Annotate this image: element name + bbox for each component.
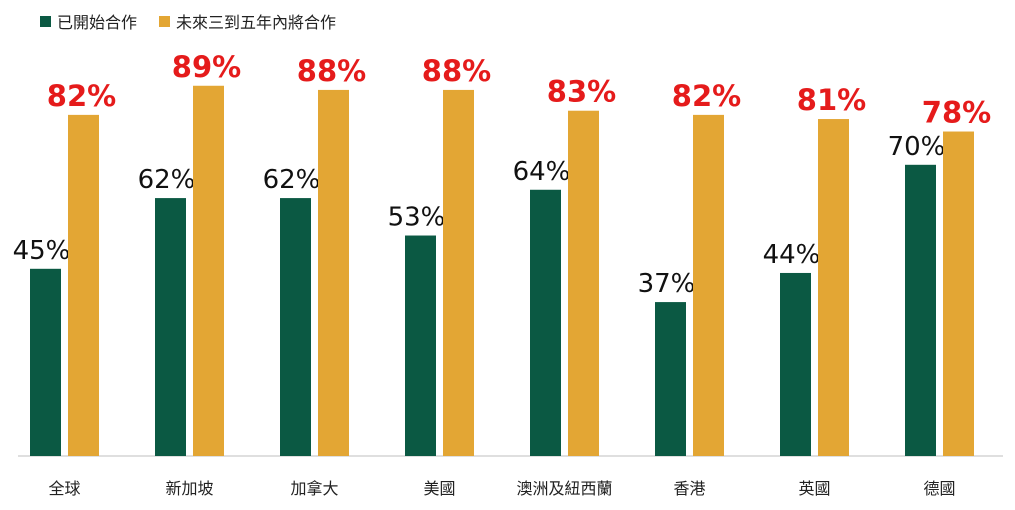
bar-started-5 [655, 302, 686, 456]
data-label-future-1: 89% [172, 50, 241, 84]
bar-started-4 [530, 189, 561, 456]
legend-item-started: 已開始合作 [40, 9, 137, 33]
data-label-started-0: 45% [13, 236, 71, 266]
data-label-future-7: 78% [922, 96, 991, 130]
category-label-2: 加拿大 [290, 479, 338, 498]
data-label-started-1: 62% [138, 165, 196, 195]
bar-future-6 [818, 119, 849, 456]
category-label-1: 新加坡 [165, 479, 213, 498]
data-label-started-3: 53% [388, 203, 446, 233]
data-label-started-4: 64% [513, 157, 571, 187]
category-label-0: 全球 [48, 479, 80, 498]
bar-started-0 [30, 268, 61, 456]
bar-future-3 [443, 89, 474, 457]
bar-future-1 [193, 85, 224, 456]
data-label-started-7: 70% [888, 132, 946, 162]
data-label-future-2: 88% [297, 54, 366, 88]
category-label-6: 英國 [798, 479, 830, 498]
bar-started-1 [155, 198, 186, 456]
category-label-3: 美國 [423, 479, 455, 498]
legend-label-started: 已開始合作 [57, 13, 138, 32]
bar-started-7 [905, 164, 936, 457]
bar-future-4 [568, 110, 599, 456]
bar-started-2 [280, 198, 311, 456]
bar-future-7 [943, 131, 974, 456]
bar-future-2 [318, 89, 349, 457]
legend-label-future: 未來三到五年內將合作 [176, 13, 337, 32]
bar-started-3 [405, 235, 436, 456]
data-label-started-6: 44% [763, 240, 821, 270]
data-label-future-3: 88% [422, 54, 491, 88]
data-label-future-6: 81% [797, 83, 866, 117]
data-label-started-2: 62% [263, 165, 321, 195]
chart-legend: 已開始合作 未來三到五年內將合作 [40, 9, 358, 33]
category-label-4: 澳洲及紐西蘭 [516, 479, 612, 498]
bar-future-0 [68, 114, 99, 456]
data-label-future-4: 83% [547, 75, 616, 109]
bar-future-5 [693, 114, 724, 456]
legend-swatch-future [159, 15, 171, 27]
legend-swatch-started [40, 15, 51, 27]
data-label-future-5: 82% [672, 79, 741, 113]
bar-started-6 [780, 272, 811, 456]
data-label-started-5: 37% [638, 269, 696, 299]
category-label-5: 香港 [673, 479, 705, 498]
legend-item-future: 未來三到五年內將合作 [159, 9, 336, 33]
data-label-future-0: 82% [47, 79, 116, 113]
category-label-7: 德國 [923, 479, 955, 498]
